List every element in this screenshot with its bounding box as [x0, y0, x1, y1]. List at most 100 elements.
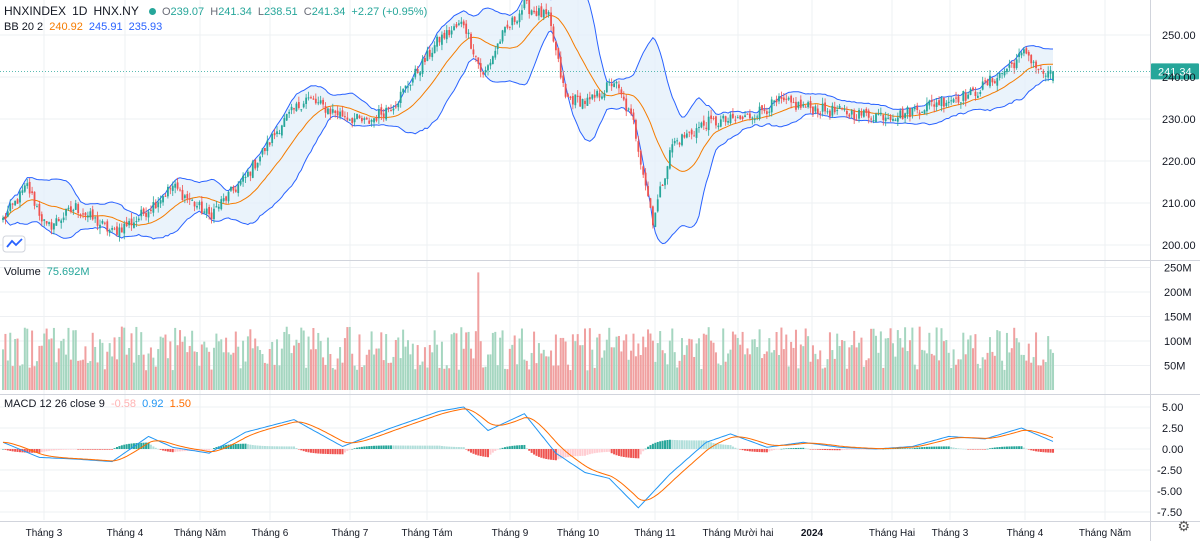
macd-histogram-bar — [588, 449, 591, 455]
candle-body — [455, 24, 458, 28]
volume-bar — [123, 327, 126, 390]
candle-body — [647, 186, 649, 196]
volume-bar — [797, 368, 800, 390]
macd-histogram-bar — [642, 449, 645, 452]
volume-bar — [472, 358, 475, 390]
volume-bar — [113, 337, 116, 390]
candle-body — [603, 93, 606, 98]
volume-bar — [598, 333, 601, 390]
candle-body — [911, 108, 914, 116]
volume-bar — [220, 339, 223, 390]
macd-histogram-bar — [322, 449, 325, 454]
macd-histogram-bar — [707, 441, 710, 449]
volume-bar — [1042, 359, 1045, 390]
macd-histogram-bar — [1013, 446, 1016, 449]
macd-histogram-bar — [489, 449, 492, 455]
candle-body — [666, 166, 669, 180]
macd-histogram-bar — [353, 448, 356, 449]
candle-body — [331, 109, 334, 113]
candle-body — [341, 110, 344, 117]
macd-histogram-bar — [891, 448, 894, 450]
candle-body — [525, 0, 528, 1]
volume-bar — [600, 357, 603, 390]
volume-bar — [52, 327, 55, 390]
candle-body — [991, 78, 994, 83]
macd-histogram-bar — [843, 449, 846, 450]
volume-bar — [787, 366, 790, 390]
macd-histogram-bar — [23, 449, 26, 453]
volume-bar — [833, 358, 836, 390]
macd-histogram-bar — [967, 449, 970, 450]
candle-body — [807, 102, 809, 108]
volume-bar — [627, 359, 630, 390]
candle-body — [426, 50, 429, 61]
candle-body — [785, 98, 788, 100]
volume-bar — [1032, 357, 1035, 390]
settings-gear-icon[interactable]: ⚙ — [1177, 518, 1190, 534]
candle-body — [215, 206, 218, 208]
macd-histogram-bar — [554, 449, 557, 461]
volume-bar — [933, 355, 936, 390]
macd-histogram-bar — [373, 445, 376, 449]
macd-histogram-bar — [816, 449, 819, 450]
macd-histogram-bar — [491, 449, 494, 453]
volume-bar — [661, 350, 664, 390]
candle-body — [567, 94, 569, 97]
interval[interactable]: 1D — [72, 4, 88, 18]
candle-body — [77, 204, 80, 214]
volume-bar — [50, 338, 53, 390]
volume-bar — [390, 362, 392, 390]
macd-histogram-bar — [428, 445, 431, 449]
candle-body — [792, 102, 795, 104]
macd-histogram-bar — [727, 444, 730, 449]
volume-bar — [894, 356, 897, 390]
volume-bar — [94, 346, 97, 390]
macd-histogram-bar — [850, 449, 853, 450]
candle-body — [438, 36, 441, 43]
macd-histogram-bar — [751, 449, 754, 452]
volume-bar — [157, 349, 160, 390]
macd-histogram-bar — [343, 449, 346, 453]
candle-body — [508, 26, 511, 28]
macd-histogram-bar — [94, 449, 97, 450]
volume-bar — [518, 338, 521, 390]
macd-histogram-bar — [969, 449, 972, 450]
macd-legend[interactable]: MACD 12 26 close 9 -0.58 0.92 1.50 — [4, 397, 194, 411]
candle-body — [981, 81, 984, 90]
macd-histogram-bar — [610, 449, 613, 454]
symbol-name[interactable]: HNXINDEX — [4, 4, 67, 18]
macd-histogram-bar — [664, 440, 667, 449]
macd-histogram-bar — [414, 445, 417, 449]
candle-body — [363, 118, 366, 121]
candle-body — [943, 97, 945, 107]
candle-body — [4, 216, 7, 219]
volume-axis-tick: 250M — [1164, 263, 1192, 275]
macd-histogram-bar — [838, 449, 841, 451]
candle-body — [346, 117, 349, 120]
macd-histogram-bar — [862, 449, 865, 450]
volume-bar — [896, 330, 899, 390]
volume-bar — [516, 364, 519, 390]
volume-bar — [453, 332, 456, 390]
close-label: C — [303, 6, 312, 18]
macd-histogram-bar — [535, 449, 538, 456]
macd-histogram-bar — [212, 448, 215, 449]
candle-body — [773, 100, 776, 102]
candle-body — [28, 181, 31, 194]
macd-histogram-bar — [634, 449, 637, 459]
volume-legend[interactable]: Volume 75.692M — [4, 265, 93, 279]
volume-bar — [4, 333, 7, 390]
volume-bar — [343, 338, 346, 390]
volume-bar — [739, 344, 742, 390]
volume-bar — [557, 365, 560, 390]
candle-body — [21, 190, 24, 193]
volume-bar — [431, 352, 434, 390]
macd-histogram-bar — [984, 449, 987, 450]
time-axis-tick: Tháng Hai — [869, 528, 915, 539]
candle-body — [829, 110, 831, 117]
bb-legend[interactable]: BB 20 2 240.92 245.91 235.93 — [4, 20, 165, 34]
volume-bar — [423, 347, 426, 390]
candle-body — [804, 106, 807, 108]
